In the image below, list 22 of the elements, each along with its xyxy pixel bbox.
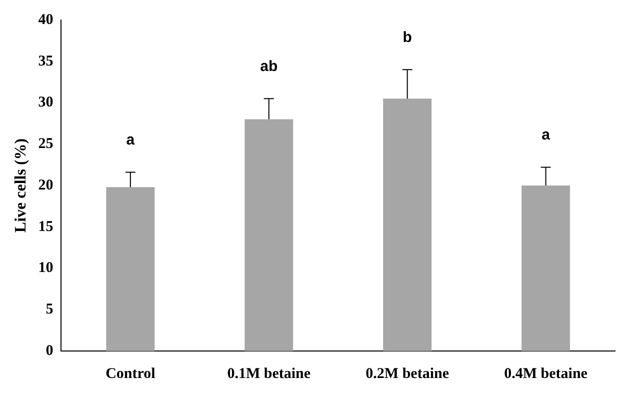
x-tick-label: 0.2M betaine	[366, 366, 450, 382]
y-tick-label: 10	[38, 260, 54, 276]
y-tick-label: 40	[38, 12, 54, 28]
y-tick-label: 25	[38, 136, 54, 152]
bar	[383, 98, 432, 351]
annotation: b	[402, 28, 412, 46]
y-tick-label: 35	[38, 53, 54, 70]
bar	[522, 186, 570, 351]
x-tick-label: 0.1M betaine	[227, 366, 311, 382]
annotation: a	[126, 131, 136, 148]
annotation: a	[542, 126, 551, 144]
y-tick-label: 15	[38, 218, 54, 235]
bar	[106, 187, 155, 351]
y-tick-label: 30	[38, 94, 54, 111]
y-tick-label: 5	[46, 302, 54, 318]
x-tick-label: 0.4M betaine	[504, 366, 588, 382]
x-tick-label: Control	[106, 366, 156, 382]
y-axis-title: Live cells (%)	[12, 138, 30, 233]
y-tick-label: 20	[38, 177, 54, 194]
annotation: ab	[260, 58, 278, 75]
bar	[244, 119, 294, 351]
y-tick-label: 0	[46, 342, 54, 359]
